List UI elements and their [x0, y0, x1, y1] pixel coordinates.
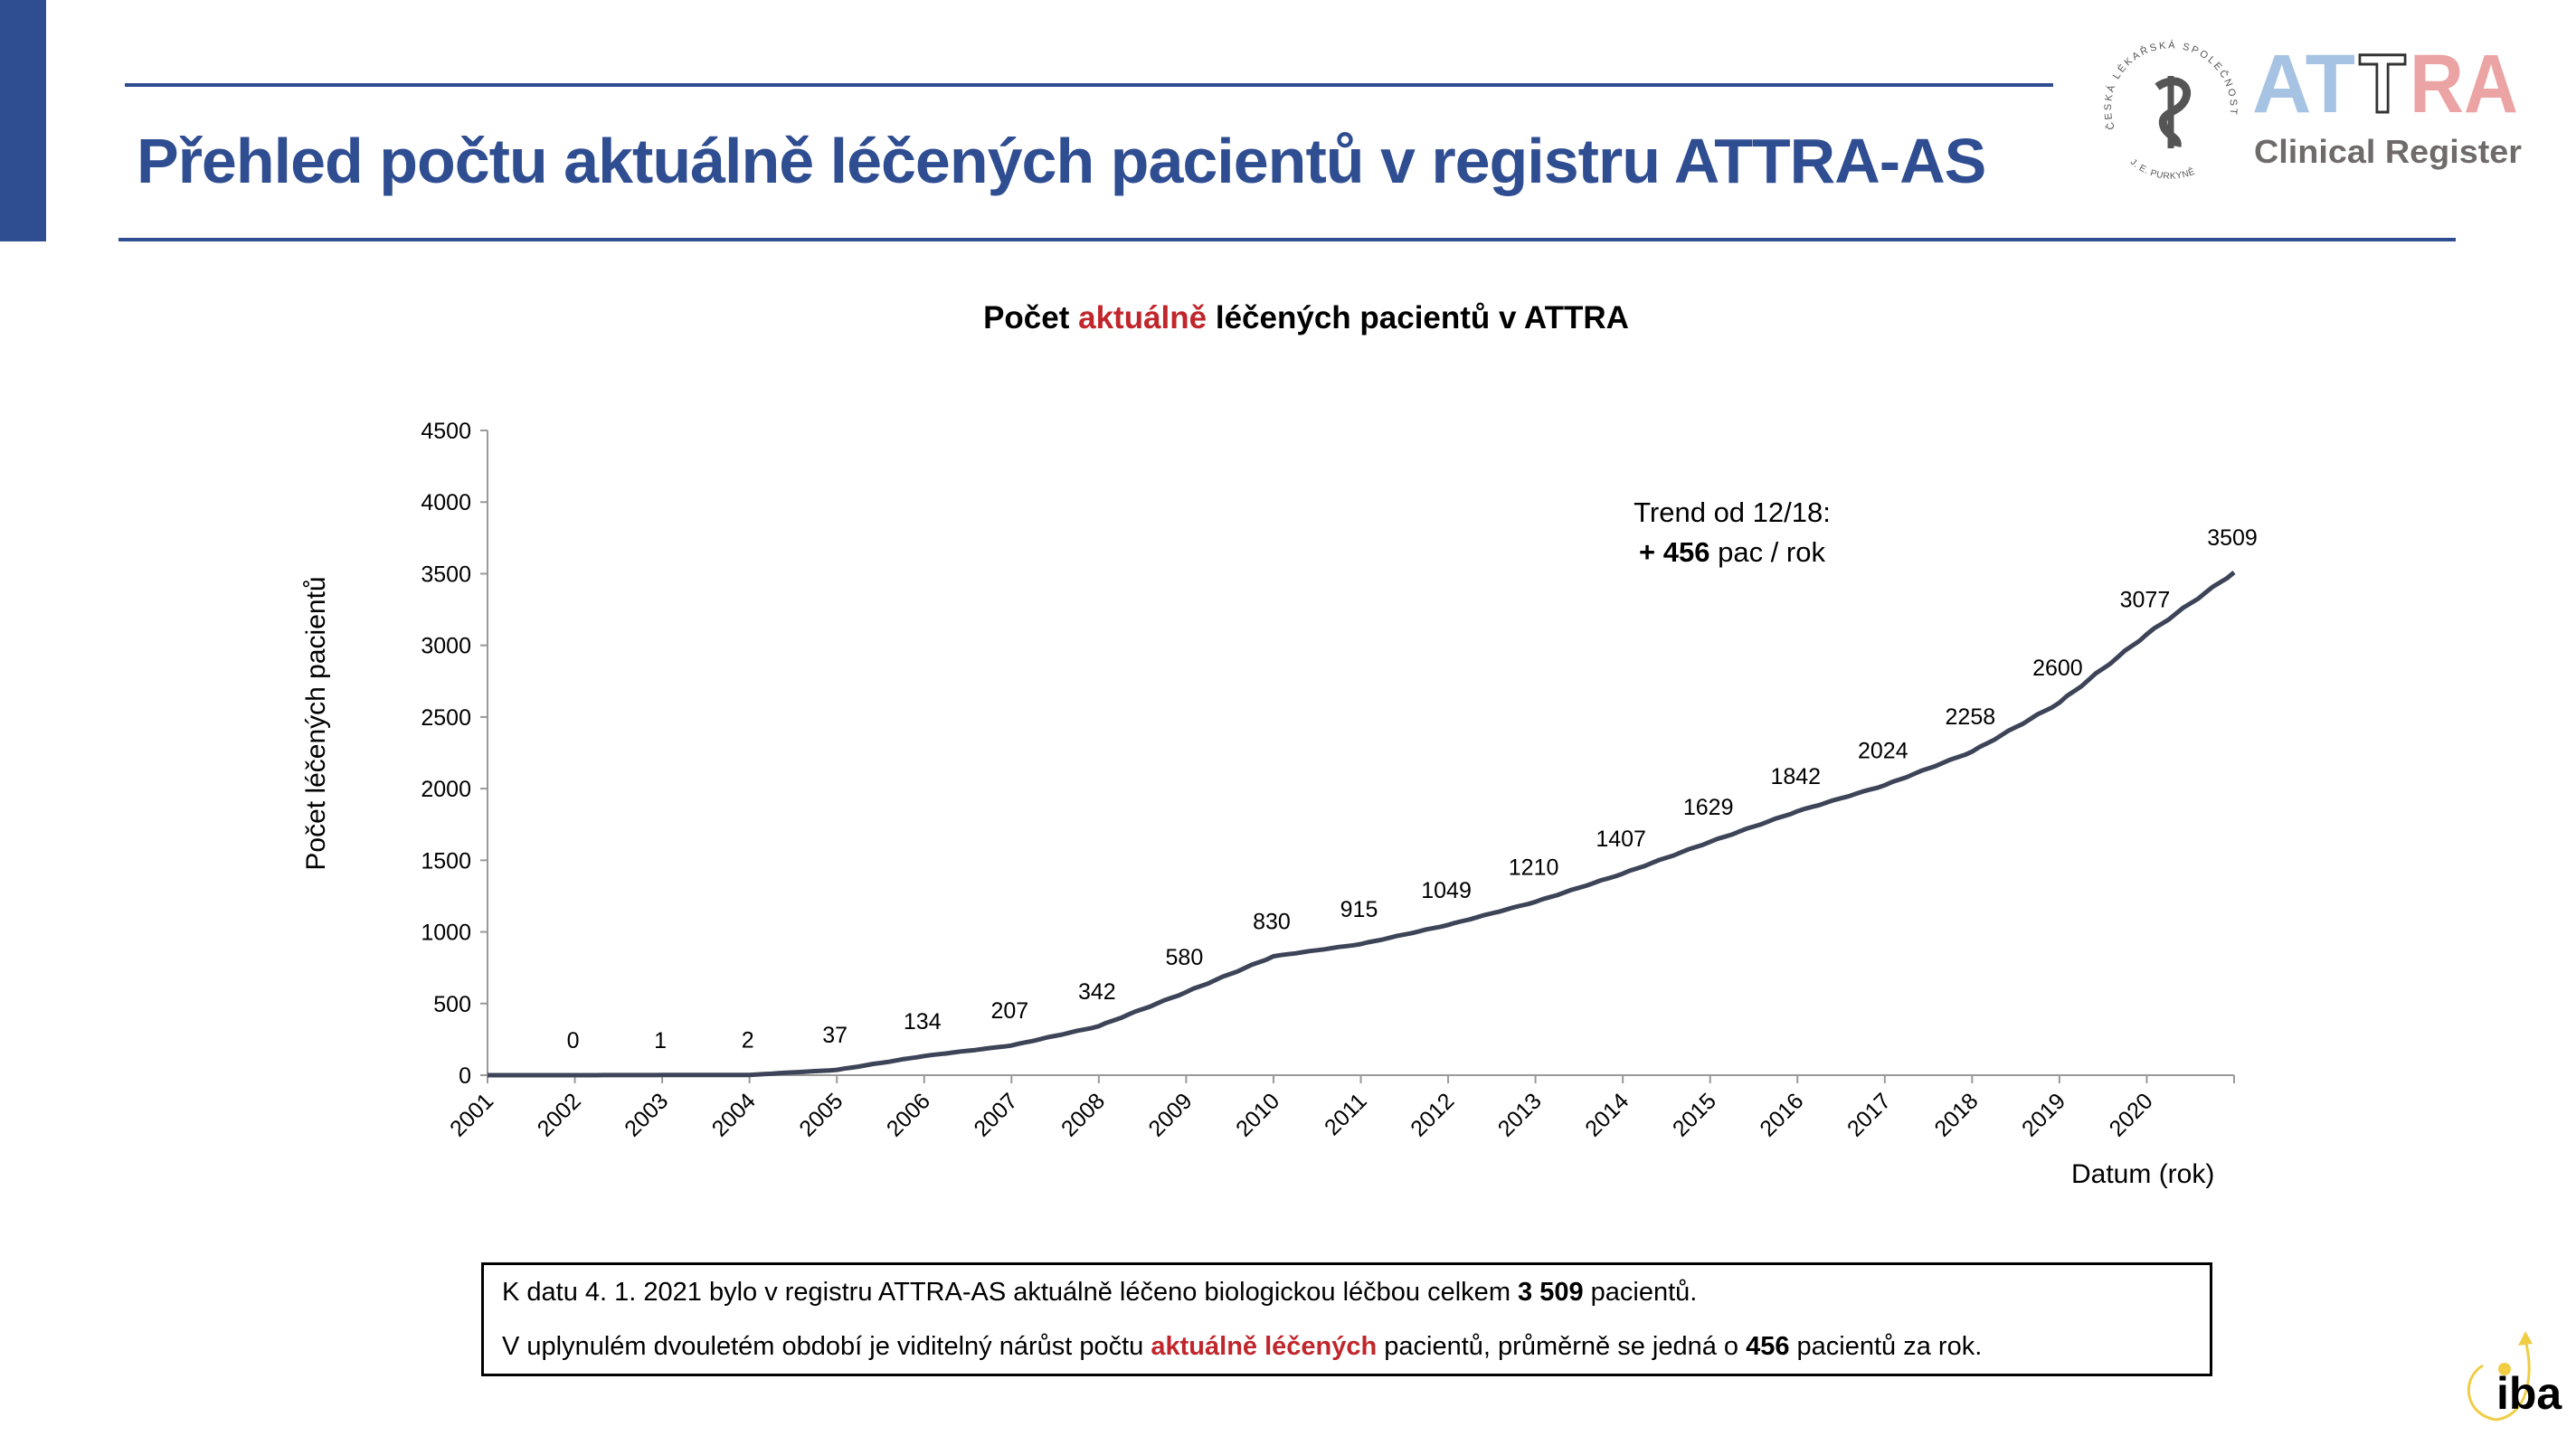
x-tick-label: 2004 [707, 1088, 761, 1141]
x-tick-label: 2010 [1231, 1088, 1284, 1141]
chart-title-highlight: aktuálně [1078, 300, 1208, 335]
y-tick-label: 1500 [421, 848, 471, 874]
x-tick-label: 2020 [2105, 1088, 2158, 1141]
summary-text: V uplynulém dvouletém období je viditeln… [502, 1332, 1151, 1361]
chart-title-pre: Počet [983, 300, 1079, 335]
svg-text:Clinical Register: Clinical Register [2254, 133, 2522, 170]
chart-title: Počet aktuálně léčených pacientů v ATTRA [0, 300, 2576, 336]
data-label: 1210 [1509, 855, 1559, 880]
svg-text:T: T [2359, 40, 2406, 130]
summary-text: K datu 4. 1. 2021 bylo v registru ATTRA-… [502, 1278, 1519, 1307]
trend-annotation: Trend od 12/18: + 456 pac / rok [1592, 493, 1872, 572]
data-label: 342 [1078, 979, 1116, 1005]
data-label: 134 [904, 1009, 942, 1034]
medical-society-seal-logo: ČESKÁ LÉKAŘSKÁ SPOLEČNOST J. E. PURKYNĚ [2103, 39, 2237, 182]
summary-text: pacientů za rok. [1789, 1332, 1983, 1361]
summary-text: pacientů. [1583, 1278, 1698, 1307]
data-label: 1407 [1596, 827, 1646, 852]
data-label: 580 [1166, 945, 1204, 970]
header-top-divider [125, 83, 2053, 87]
summary-line-2: V uplynulém dvouletém období je viditeln… [502, 1332, 1982, 1362]
data-label: 3509 [2207, 525, 2258, 551]
data-label: 1049 [1421, 878, 1472, 903]
data-label: 0 [567, 1028, 580, 1053]
data-label: 1842 [1770, 764, 1821, 789]
trend-value: + 456 [1639, 536, 1710, 568]
x-tick-label: 2001 [445, 1088, 498, 1141]
x-tick-label: 2009 [1144, 1088, 1198, 1141]
data-label: 1629 [1683, 795, 1734, 820]
y-tick-label: 1000 [421, 921, 471, 946]
svg-text:AT: AT [2252, 40, 2355, 130]
y-tick-label: 4000 [421, 490, 471, 515]
y-tick-label: 0 [459, 1063, 471, 1089]
data-label: 915 [1340, 897, 1378, 922]
data-label: 2258 [1946, 704, 1996, 730]
page-title: Přehled počtu aktuálně léčených pacientů… [137, 126, 1986, 196]
x-tick-label: 2008 [1056, 1088, 1110, 1141]
data-label: 2 [742, 1028, 754, 1053]
x-tick-label: 2016 [1755, 1088, 1808, 1141]
data-label: 2024 [1858, 738, 1908, 763]
summary-box: K datu 4. 1. 2021 bylo v registru ATTRA-… [481, 1262, 2212, 1376]
y-tick-label: 4500 [421, 419, 471, 444]
x-tick-label: 2015 [1668, 1088, 1721, 1141]
trend-unit: pac / rok [1709, 536, 1825, 568]
x-tick-label: 2013 [1493, 1088, 1547, 1141]
data-line [488, 571, 2236, 1078]
svg-text:iba: iba [2496, 1368, 2562, 1419]
x-tick-label: 2002 [533, 1088, 586, 1141]
data-label: 830 [1253, 909, 1291, 934]
left-accent-bar [0, 0, 46, 241]
summary-total: 3 509 [1518, 1278, 1584, 1307]
svg-text:RA: RA [2410, 40, 2518, 130]
summary-line-1: K datu 4. 1. 2021 bylo v registru ATTRA-… [502, 1278, 1697, 1308]
data-label: 37 [822, 1023, 848, 1048]
y-tick-label: 2500 [421, 705, 471, 731]
header-bottom-divider [118, 238, 2456, 241]
chart-title-post: léčených pacientů v ATTRA [1207, 300, 1629, 335]
x-tick-label: 2014 [1580, 1088, 1634, 1141]
data-label: 1 [654, 1028, 667, 1053]
x-tick-label: 2011 [1320, 1088, 1372, 1140]
y-tick-label: 2000 [421, 777, 471, 802]
data-label: 3077 [2120, 587, 2171, 612]
summary-highlight: aktuálně léčených [1151, 1332, 1378, 1361]
attra-clinical-register-logo: AT T RA Clinical Register [2252, 40, 2522, 170]
x-tick-label: 2003 [620, 1088, 673, 1141]
x-tick-label: 2019 [2017, 1088, 2070, 1141]
x-tick-label: 2007 [969, 1088, 1022, 1141]
y-tick-label: 500 [433, 992, 471, 1017]
y-tick-label: 3500 [421, 562, 471, 587]
summary-rate: 456 [1746, 1332, 1790, 1361]
x-tick-label: 2012 [1406, 1088, 1459, 1141]
trend-annotation-line1: Trend od 12/18: [1634, 496, 1831, 528]
x-axis-label: Datum (rok) [2071, 1159, 2215, 1189]
x-tick-label: 2017 [1842, 1088, 1896, 1141]
x-tick-label: 2018 [1929, 1088, 1983, 1141]
summary-text: pacientů, průměrně se jedná o [1377, 1332, 1747, 1361]
data-label: 2600 [2032, 656, 2083, 681]
x-tick-label: 2006 [882, 1088, 935, 1141]
data-label: 207 [990, 998, 1028, 1024]
x-tick-label: 2005 [794, 1088, 848, 1141]
y-tick-label: 3000 [421, 634, 471, 659]
iba-logo: iba [2467, 1331, 2562, 1422]
